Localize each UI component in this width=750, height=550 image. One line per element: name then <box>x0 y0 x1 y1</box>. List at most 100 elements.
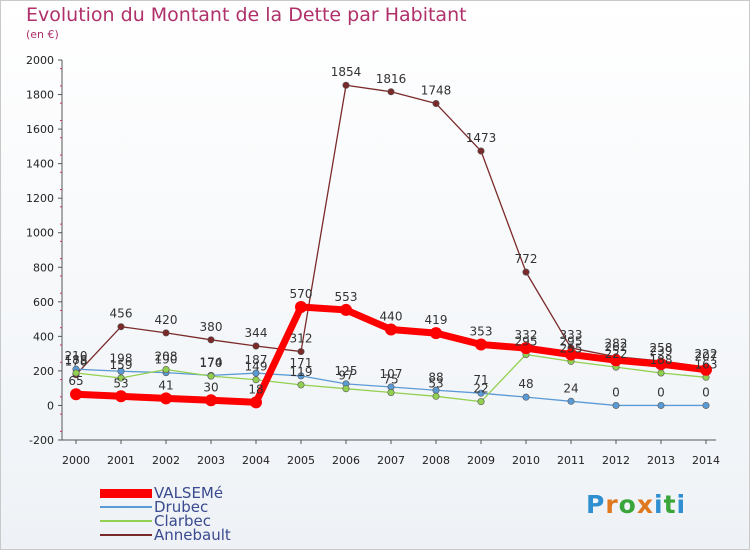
y-tick-label: 400 <box>33 330 54 343</box>
data-point <box>477 398 485 406</box>
data-label: 262 <box>605 340 628 354</box>
data-point <box>655 358 667 371</box>
data-label: 30 <box>203 380 218 394</box>
data-point <box>475 338 487 351</box>
y-tick-label: 1000 <box>26 227 54 240</box>
data-point <box>610 354 622 367</box>
data-label: 170 <box>200 356 223 370</box>
data-point <box>385 323 397 336</box>
data-label: 119 <box>290 365 313 379</box>
data-label: 570 <box>290 287 313 301</box>
data-point <box>207 372 215 380</box>
data-label: 190 <box>155 353 178 367</box>
x-tick-label: 2014 <box>692 454 720 467</box>
data-label: 419 <box>425 313 448 327</box>
y-tick-label: 0 <box>47 399 54 412</box>
x-tick-label: 2006 <box>332 454 360 467</box>
y-tick-label: 800 <box>33 261 54 274</box>
data-label: 332 <box>515 328 538 342</box>
data-point <box>252 342 260 350</box>
data-label: 65 <box>68 374 83 388</box>
data-label: 295 <box>515 335 538 349</box>
data-point <box>162 366 170 374</box>
data-label: 149 <box>245 360 268 374</box>
data-label: 553 <box>335 290 358 304</box>
x-tick-label: 2001 <box>107 454 135 467</box>
data-point <box>477 389 485 397</box>
data-label: 208 <box>155 350 178 364</box>
y-tick-label: 2000 <box>26 54 54 67</box>
data-point <box>297 372 305 380</box>
x-tick-label: 2008 <box>422 454 450 467</box>
data-label: 456 <box>110 307 133 321</box>
x-tick-label: 2002 <box>152 454 180 467</box>
data-label: 312 <box>290 332 313 346</box>
y-tick-label: 600 <box>33 296 54 309</box>
data-label: 188 <box>65 353 88 367</box>
data-label: 187 <box>245 353 268 367</box>
data-label: 440 <box>380 309 403 323</box>
x-tick-label: 2013 <box>647 454 675 467</box>
data-point <box>117 374 125 382</box>
data-label: 420 <box>155 313 178 327</box>
x-tick-label: 2005 <box>287 454 315 467</box>
data-label: 75 <box>383 373 398 387</box>
data-label: 0 <box>657 385 665 399</box>
proxiti-logo: Proxiti <box>586 490 687 519</box>
data-point <box>657 369 665 377</box>
data-label: 282 <box>605 337 628 351</box>
data-label: 41 <box>158 378 173 392</box>
data-point <box>70 388 82 401</box>
data-point <box>205 394 217 407</box>
data-label: 53 <box>428 376 443 390</box>
x-tick-label: 2009 <box>467 454 495 467</box>
data-label: 71 <box>473 373 488 387</box>
data-point <box>252 376 260 384</box>
data-label: 48 <box>518 377 533 391</box>
data-label: 1816 <box>376 72 407 86</box>
y-tick-label: -200 <box>29 434 54 447</box>
data-label: 210 <box>65 349 88 363</box>
data-point <box>115 390 127 403</box>
data-label: 0 <box>612 385 620 399</box>
legend-swatch <box>100 488 152 498</box>
data-label: 1748 <box>421 84 452 98</box>
data-label: 255 <box>560 341 583 355</box>
data-point <box>432 100 440 108</box>
x-tick-label: 2011 <box>557 454 585 467</box>
legend-swatch <box>100 520 152 522</box>
data-label: 1473 <box>466 131 497 145</box>
data-label: 97 <box>338 369 353 383</box>
data-label: 198 <box>110 351 133 365</box>
data-point <box>657 401 665 409</box>
data-label: 333 <box>560 328 583 342</box>
data-point <box>387 388 395 396</box>
data-point <box>72 369 80 377</box>
data-point <box>387 88 395 96</box>
data-label: 24 <box>563 381 578 395</box>
data-label: 380 <box>200 320 223 334</box>
data-point <box>250 396 262 409</box>
legend-label: Drubec <box>154 498 209 516</box>
y-tick-label: 1600 <box>26 123 54 136</box>
y-tick-label: 1200 <box>26 192 54 205</box>
data-label: 1854 <box>331 65 362 79</box>
data-label: 171 <box>290 356 313 370</box>
data-point <box>342 81 350 89</box>
data-point <box>160 392 172 405</box>
data-label: 295 <box>560 335 583 349</box>
data-point <box>477 147 485 155</box>
data-point <box>700 363 712 376</box>
data-label: 188 <box>650 353 673 367</box>
data-label: 0 <box>702 385 710 399</box>
data-label: 88 <box>428 370 443 384</box>
legend-label: Clarbec <box>154 512 211 530</box>
data-point <box>297 381 305 389</box>
x-tick-label: 2012 <box>602 454 630 467</box>
data-point <box>522 268 530 276</box>
data-label: 772 <box>515 252 538 266</box>
x-tick-label: 2004 <box>242 454 270 467</box>
data-label: 239 <box>650 344 673 358</box>
data-label: 53 <box>113 376 128 390</box>
